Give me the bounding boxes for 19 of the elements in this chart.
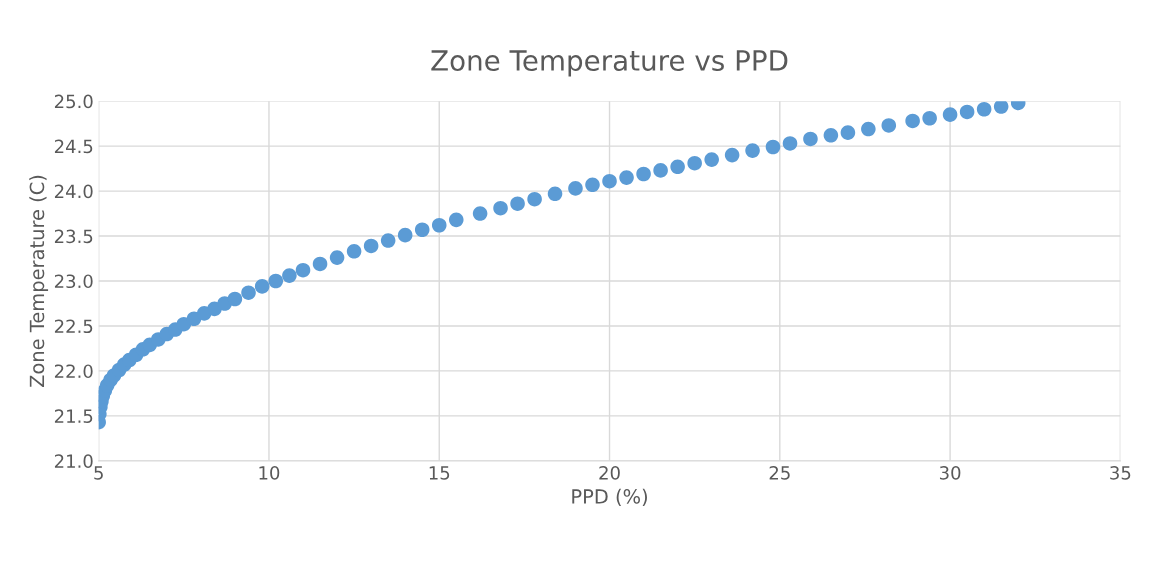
x-axis-title: PPD (%) [572, 488, 647, 507]
x-tick-label: 5 [94, 466, 103, 480]
y-tick-label: 22.0 [54, 364, 93, 379]
y-tick-label: 25.0 [54, 94, 93, 109]
x-tick-label: 10 [259, 466, 280, 480]
x-tick-label: 35 [1110, 466, 1131, 480]
y-tick-label: 24.5 [54, 139, 93, 154]
x-tick-label: 25 [769, 466, 790, 480]
chart-title: Zone Temperature vs PPD [431, 50, 788, 77]
y-tick-label: 21.5 [54, 409, 93, 423]
x-tick-label: 15 [429, 466, 450, 480]
x-tick-label: 30 [939, 466, 961, 480]
y-tick-label: 23.5 [54, 229, 93, 244]
y-tick-label: 22.5 [54, 319, 93, 334]
y-tick-label: 24.0 [54, 184, 93, 199]
y-axis-title: Zone Temperature (C) [29, 175, 49, 388]
x-tick-label: 20 [599, 466, 620, 480]
y-tick-label: 23.0 [54, 274, 93, 289]
y-tick-label: 21.0 [54, 454, 93, 468]
